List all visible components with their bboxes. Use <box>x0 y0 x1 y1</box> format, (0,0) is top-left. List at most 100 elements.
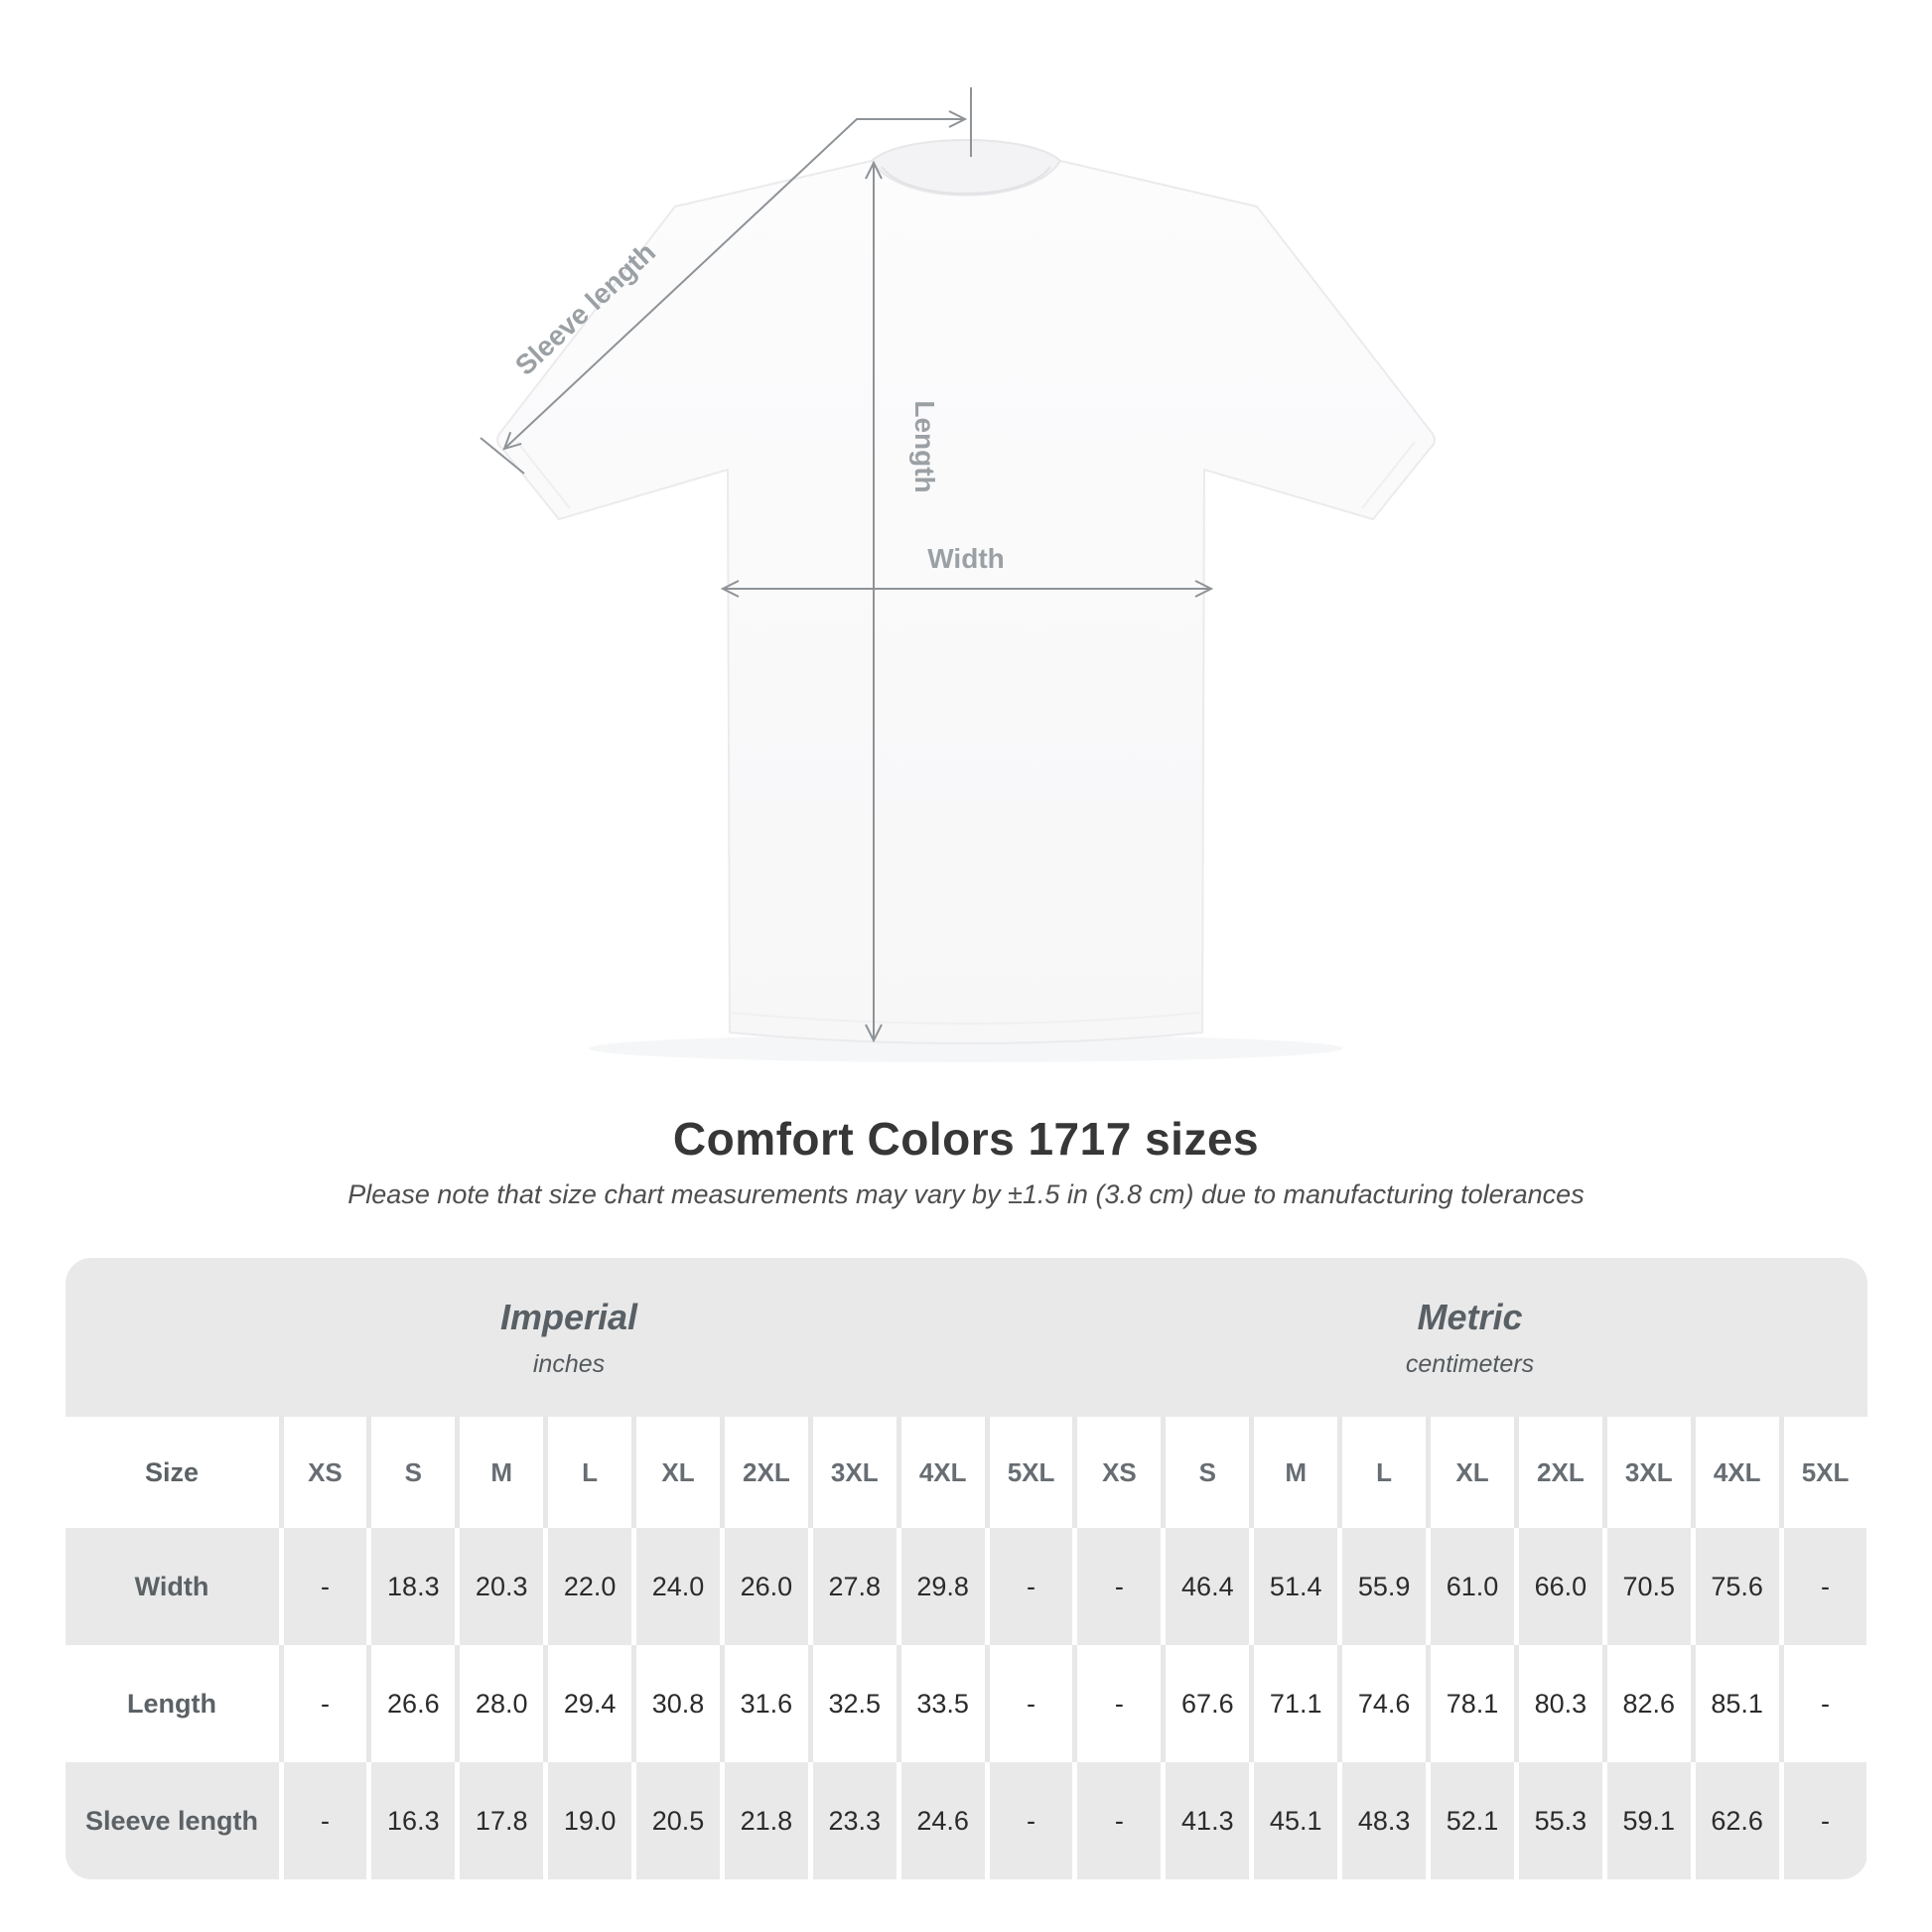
size-header-cell: XL <box>1426 1417 1514 1528</box>
size-header-cell: M <box>1249 1417 1338 1528</box>
hem-stitch <box>731 1012 1201 1025</box>
value-cell: 46.4 <box>1161 1528 1250 1645</box>
value-cell: 30.8 <box>631 1645 720 1762</box>
value-cell: 55.9 <box>1337 1528 1427 1645</box>
width-row: Width - 18.3 20.3 22.0 24.0 26.0 27.8 29… <box>65 1528 1867 1645</box>
value-cell: - <box>984 1762 1073 1879</box>
value-cell: 27.8 <box>807 1528 897 1645</box>
metric-group-header: Metric centimeters <box>1073 1258 1867 1417</box>
value-cell: 26.6 <box>366 1645 456 1762</box>
row-label: Length <box>65 1645 279 1762</box>
value-cell: - <box>984 1645 1073 1762</box>
size-header-cell: 4XL <box>1690 1417 1779 1528</box>
value-cell: - <box>278 1645 367 1762</box>
value-cell: 33.5 <box>896 1645 985 1762</box>
value-cell: 31.6 <box>719 1645 808 1762</box>
value-cell: 19.0 <box>543 1762 632 1879</box>
right-cuff-stitch <box>1361 441 1416 509</box>
value-cell: 29.8 <box>896 1528 985 1645</box>
value-cell: 29.4 <box>543 1645 632 1762</box>
metric-unit: centimeters <box>1405 1349 1535 1378</box>
tshirt-diagram-svg: Sleeve length Length Width <box>480 87 1436 1062</box>
tshirt-measurement-diagram: Sleeve length Length Width <box>480 87 1436 1062</box>
size-header-cell: S <box>1161 1417 1250 1528</box>
imperial-group-header: Imperial inches <box>66 1258 1073 1417</box>
size-column-header: Size <box>65 1417 279 1528</box>
sleeve-end-tick <box>480 437 525 475</box>
length-label: Length <box>909 400 940 492</box>
value-cell: - <box>1072 1762 1162 1879</box>
row-label: Width <box>65 1528 279 1645</box>
value-cell: 28.0 <box>455 1645 544 1762</box>
value-cell: 18.3 <box>366 1528 456 1645</box>
value-cell: 45.1 <box>1249 1762 1338 1879</box>
shirt-shadow <box>589 1035 1343 1062</box>
value-cell: 20.5 <box>631 1762 720 1879</box>
value-cell: 78.1 <box>1426 1645 1514 1762</box>
metric-label: Metric <box>1417 1296 1523 1337</box>
value-cell: 85.1 <box>1690 1645 1779 1762</box>
value-cell: 21.8 <box>719 1762 808 1879</box>
unit-band: Imperial inches Metric centimeters <box>65 1258 1867 1417</box>
value-cell: 17.8 <box>455 1762 544 1879</box>
value-cell: 48.3 <box>1337 1762 1427 1879</box>
row-label: Sleeve length <box>65 1762 279 1879</box>
sleeve-length-row: Sleeve length - 16.3 17.8 19.0 20.5 21.8… <box>65 1762 1867 1879</box>
value-cell: 71.1 <box>1249 1645 1338 1762</box>
value-cell: 75.6 <box>1690 1528 1779 1645</box>
value-cell: 66.0 <box>1513 1528 1602 1645</box>
sleeve-length-arrow <box>502 110 968 451</box>
size-header-cell: 5XL <box>1778 1417 1867 1528</box>
size-header-cell: M <box>455 1417 544 1528</box>
value-cell: 26.0 <box>719 1528 808 1645</box>
value-cell: 24.6 <box>896 1762 985 1879</box>
size-header-row: Size XS S M L XL 2XL 3XL 4XL 5XL XS S M … <box>65 1417 1867 1528</box>
value-cell: 70.5 <box>1601 1528 1691 1645</box>
value-cell: - <box>1778 1528 1867 1645</box>
value-cell: 59.1 <box>1601 1762 1691 1879</box>
imperial-unit: inches <box>532 1349 606 1378</box>
tolerance-note: Please note that size chart measurements… <box>347 1179 1585 1209</box>
value-cell: 41.3 <box>1161 1762 1250 1879</box>
size-header-cell: XS <box>278 1417 367 1528</box>
size-header-cell: 5XL <box>984 1417 1073 1528</box>
size-header-cell: 2XL <box>719 1417 808 1528</box>
value-cell: - <box>1072 1528 1162 1645</box>
size-header-cell: XL <box>631 1417 720 1528</box>
value-cell: 62.6 <box>1690 1762 1779 1879</box>
value-cell: 32.5 <box>807 1645 897 1762</box>
value-cell: - <box>278 1528 367 1645</box>
size-header-cell: L <box>543 1417 632 1528</box>
value-cell: - <box>1072 1645 1162 1762</box>
value-cell: - <box>1778 1762 1867 1879</box>
value-cell: 23.3 <box>807 1762 897 1879</box>
value-cell: - <box>984 1528 1073 1645</box>
size-table: Imperial inches Metric centimeters Size … <box>65 1258 1867 1879</box>
value-cell: 51.4 <box>1249 1528 1338 1645</box>
size-header-cell: 3XL <box>807 1417 897 1528</box>
value-cell: 74.6 <box>1337 1645 1427 1762</box>
value-cell: 61.0 <box>1426 1528 1514 1645</box>
value-cell: 52.1 <box>1426 1762 1514 1879</box>
value-cell: 24.0 <box>631 1528 720 1645</box>
value-cell: 22.0 <box>543 1528 632 1645</box>
value-cell: - <box>278 1762 367 1879</box>
size-header-cell: S <box>366 1417 456 1528</box>
left-cuff-stitch <box>516 441 571 509</box>
value-cell: 67.6 <box>1161 1645 1250 1762</box>
size-header-cell: 4XL <box>896 1417 985 1528</box>
size-header-cell: XS <box>1072 1417 1162 1528</box>
value-cell: 80.3 <box>1513 1645 1602 1762</box>
measurement-lines <box>480 87 1214 1043</box>
title-block: Comfort Colors 1717 sizes Please note th… <box>0 1112 1932 1210</box>
size-header-cell: 3XL <box>1601 1417 1691 1528</box>
width-label: Width <box>927 543 1005 574</box>
page-title: Comfort Colors 1717 sizes <box>672 1113 1260 1165</box>
value-cell: 16.3 <box>366 1762 456 1879</box>
value-cell: 82.6 <box>1601 1645 1691 1762</box>
imperial-label: Imperial <box>499 1296 638 1337</box>
value-cell: 55.3 <box>1513 1762 1602 1879</box>
size-header-cell: L <box>1337 1417 1427 1528</box>
size-header-cell: 2XL <box>1513 1417 1602 1528</box>
